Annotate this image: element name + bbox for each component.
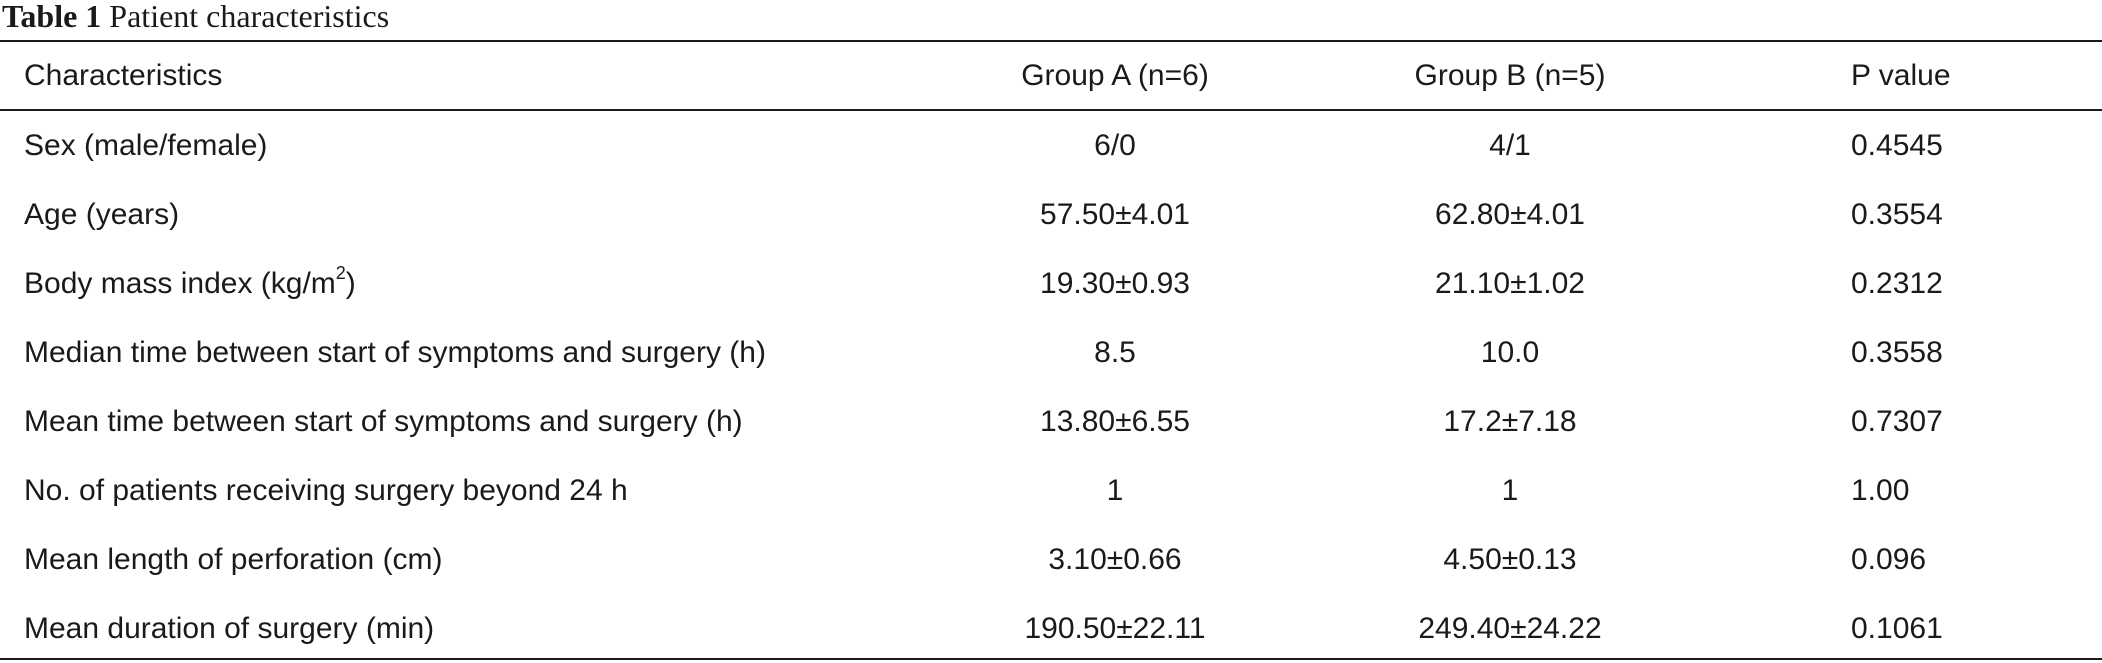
row-group-a: 190.50±22.11 xyxy=(1024,612,1206,645)
row-characteristic: No. of patients receiving surgery beyond… xyxy=(24,474,628,507)
row-group-a: 6/0 xyxy=(1094,129,1136,162)
row-characteristic-text: Body mass index (kg/m xyxy=(24,267,336,300)
row-group-a: 13.80±6.55 xyxy=(1040,405,1190,438)
table-row: Sex (male/female) 6/0 4/1 0.4545 xyxy=(0,111,2102,180)
row-characteristic: Mean length of perforation (cm) xyxy=(24,543,443,576)
table-caption-label: Table 1 xyxy=(2,0,102,34)
table-row: Mean duration of surgery (min) 190.50±22… xyxy=(0,594,2102,658)
row-characteristic: Body mass index (kg/m2) xyxy=(24,249,356,318)
row-p-value: 0.2312 xyxy=(1851,267,1943,300)
row-characteristic: Age (years) xyxy=(24,198,180,231)
row-group-b: 249.40±24.22 xyxy=(1418,612,1602,645)
row-group-b: 17.2±7.18 xyxy=(1443,405,1577,438)
table-bottom-rule xyxy=(0,658,2102,660)
header-p-value: P value xyxy=(1851,59,1951,92)
row-group-b: 21.10±1.02 xyxy=(1435,267,1585,300)
row-group-a: 57.50±4.01 xyxy=(1040,198,1190,231)
header-characteristics: Characteristics xyxy=(24,59,223,92)
row-p-value: 0.4545 xyxy=(1851,129,1943,162)
header-group-a: Group A (n=6) xyxy=(1021,59,1209,92)
table-top-rule xyxy=(0,40,2102,42)
superscript: 2 xyxy=(335,263,346,283)
row-characteristic: Sex (male/female) xyxy=(24,129,268,162)
row-p-value: 0.1061 xyxy=(1851,612,1943,645)
table-row: Mean length of perforation (cm) 3.10±0.6… xyxy=(0,525,2102,594)
table-row: Median time between start of symptoms an… xyxy=(0,318,2102,387)
row-p-value: 0.3558 xyxy=(1851,336,1943,369)
row-characteristic: Mean duration of surgery (min) xyxy=(24,612,435,645)
table-header-row: Characteristics Group A (n=6) Group B (n… xyxy=(0,41,2102,110)
row-group-b: 62.80±4.01 xyxy=(1435,198,1585,231)
header-group-b: Group B (n=5) xyxy=(1414,59,1606,92)
row-p-value: 0.3554 xyxy=(1851,198,1943,231)
row-group-a: 1 xyxy=(1106,474,1124,507)
row-group-a: 8.5 xyxy=(1094,336,1136,369)
table-header-rule xyxy=(0,109,2102,111)
table-row: Age (years) 57.50±4.01 62.80±4.01 0.3554 xyxy=(0,180,2102,249)
row-characteristic: Mean time between start of symptoms and … xyxy=(24,405,743,438)
row-group-b: 1 xyxy=(1501,474,1519,507)
table-row: Body mass index (kg/m2) 19.30±0.93 21.10… xyxy=(0,249,2102,318)
table-row: No. of patients receiving surgery beyond… xyxy=(0,456,2102,525)
table-caption: Table 1 Patient characteristics xyxy=(2,0,389,36)
row-p-value: 0.096 xyxy=(1851,543,1927,576)
row-group-b: 4/1 xyxy=(1489,129,1531,162)
table-row: Mean time between start of symptoms and … xyxy=(0,387,2102,456)
row-characteristic: Median time between start of symptoms an… xyxy=(24,336,766,369)
row-p-value: 1.00 xyxy=(1851,474,1910,507)
row-characteristic-suffix: ) xyxy=(345,267,356,300)
row-group-b: 10.0 xyxy=(1480,336,1540,369)
row-group-b: 4.50±0.13 xyxy=(1443,543,1577,576)
row-p-value: 0.7307 xyxy=(1851,405,1943,438)
row-group-a: 3.10±0.66 xyxy=(1048,543,1182,576)
table-caption-title: Patient characteristics xyxy=(109,0,390,34)
row-group-a: 19.30±0.93 xyxy=(1040,267,1190,300)
